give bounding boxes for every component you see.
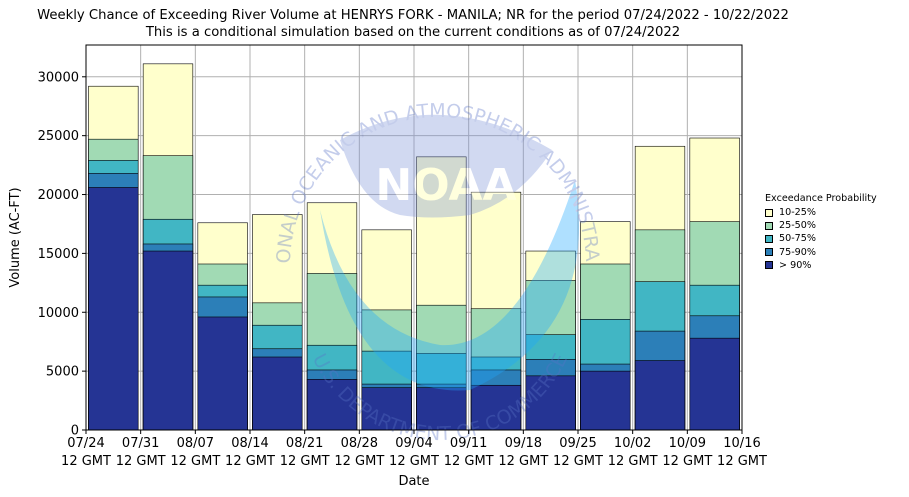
chart-title: Weekly Chance of Exceeding River Volume … [37,8,789,23]
y-axis-label: Volume (AC-FT) [8,187,23,287]
x-tick-label-time: 12 GMT [334,454,384,469]
bar-group [88,85,139,431]
x-tick-label-date: 08/07 [177,436,214,451]
bar-groups [88,63,740,431]
legend-title: Exceedance Probability [765,193,877,204]
legend: Exceedance Probability 10-25% 25-50% 50-75… [765,192,877,272]
x-tick-label-date: 07/24 [67,436,104,451]
x-tick-label-time: 12 GMT [116,454,166,469]
y-axis: 0 5000 10000 15000 20000 25000 30000 [38,70,86,439]
bar-segment [580,370,631,431]
legend-item: 50-75% [765,232,877,245]
y-tick-label: 25000 [38,129,79,144]
bar-segment [142,250,194,431]
bar-segment [689,337,740,431]
y-tick-label: 30000 [38,70,79,85]
x-axis: 07/24 12 GMT 07/31 12 GMT 08/07 12 GMT 08/14 12… [61,430,767,469]
bar-group [634,145,686,431]
bar-group [525,250,576,431]
y-tick-label: 0 [71,424,79,439]
legend-item: > 90% [765,259,877,272]
legend-label: 25-50% [779,220,816,232]
x-tick-label-time: 12 GMT [717,454,767,469]
legend-label: 75-90% [779,246,816,258]
bar-segment [470,384,522,431]
legend-swatch [765,221,773,230]
bar-group [252,214,303,431]
y-tick-label: 15000 [38,247,79,262]
legend-item: 10-25% [765,206,877,219]
legend-swatch [765,208,773,217]
chart-subtitle: This is a conditional simulation based o… [145,25,681,40]
noaa-wave-shape [320,180,580,391]
bar-group [689,137,740,431]
x-tick-label-time: 12 GMT [61,454,111,469]
x-tick-label-time: 12 GMT [225,454,275,469]
x-tick-label-date: 08/28 [341,436,378,451]
x-tick-label-time: 12 GMT [498,454,548,469]
bar-group [197,222,248,431]
noaa-bird-shape [340,114,552,218]
bar-segment [416,387,467,431]
x-tick-label-time: 12 GMT [553,454,603,469]
bar-segment [634,360,686,431]
x-tick-label-time: 12 GMT [170,454,220,469]
x-tick-label-time: 12 GMT [662,454,712,469]
bar-segment [361,387,412,431]
bar-group [470,191,522,431]
x-tick-label-date: 07/31 [122,436,159,451]
x-axis-label: Date [398,474,429,489]
legend-item: 25-50% [765,219,877,232]
bar-group [580,221,631,431]
x-tick-label-date: 10/16 [723,436,760,451]
x-tick-label-date: 10/02 [614,436,651,451]
bar-group [416,156,467,431]
bar-group [142,63,194,431]
x-tick-label-time: 12 GMT [389,454,439,469]
bar-segment [525,375,576,431]
x-tick-label-date: 09/04 [395,436,432,451]
x-tick-label-date: 08/21 [286,436,323,451]
legend-swatch [765,248,773,257]
noaa-logo-text: NOAA [375,160,516,211]
x-tick-label-time: 12 GMT [444,454,494,469]
legend-label: 50-75% [779,233,816,245]
x-tick-label-date: 09/25 [559,436,596,451]
legend-item: 75-90% [765,246,877,259]
x-tick-label-date: 09/18 [505,436,542,451]
bar-segment [252,356,303,431]
legend-label: 10-25% [779,207,816,219]
x-tick-label-time: 12 GMT [280,454,330,469]
legend-swatch [765,261,773,270]
bar-group [306,202,358,431]
x-tick-label-date: 08/14 [231,436,268,451]
y-tick-label: 10000 [38,306,79,321]
y-tick-label: 20000 [38,188,79,203]
legend-label: > 90% [779,259,812,271]
bar-group [361,229,412,431]
x-tick-label-time: 12 GMT [608,454,658,469]
x-tick-label-date: 10/09 [669,436,706,451]
y-tick-label: 5000 [46,365,79,380]
bar-segment [197,316,248,431]
bar-segment [88,187,139,431]
x-tick-label-date: 09/11 [450,436,487,451]
legend-swatch [765,234,773,243]
